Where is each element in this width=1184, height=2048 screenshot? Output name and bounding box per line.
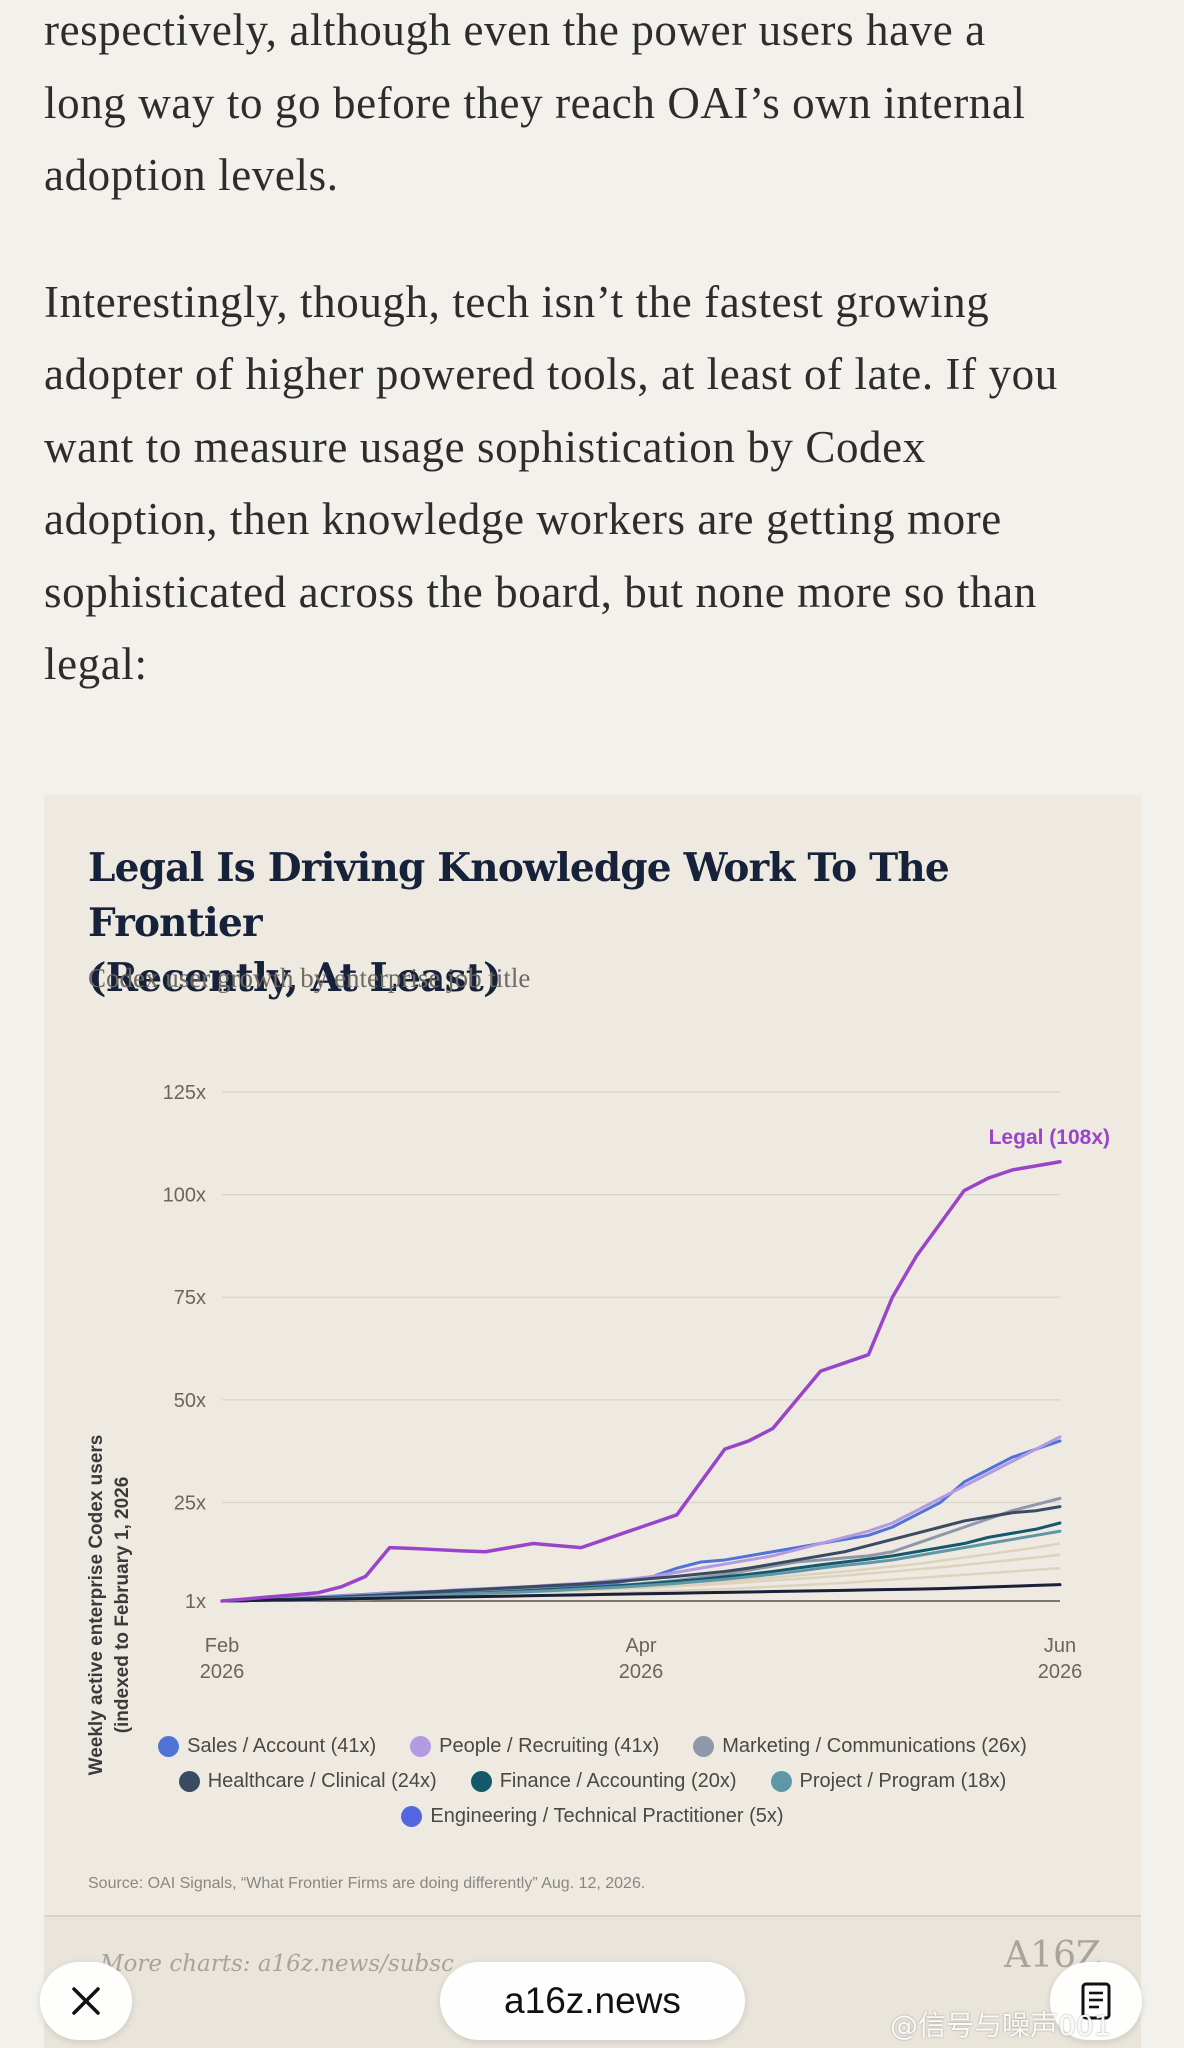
legend-swatch [401,1806,423,1827]
text-line: sophisticated across the board, but none… [44,566,1037,617]
legend-item: Marketing / Communications (26x) [693,1735,1027,1758]
series-line [220,1583,1062,1603]
close-button[interactable] [40,1962,132,2040]
y-tick-label: 25x [174,1492,206,1514]
more-charts-link[interactable]: More charts: a16z.news/subsc [100,1951,454,1977]
paragraph-1: respectively, although even the power us… [44,0,1144,212]
chart-legend: Sales / Account (41x) People / Recruiting… [44,1729,1141,1834]
legend-label: Finance / Accounting (20x) [499,1770,737,1792]
legend-item: Engineering / Technical Practitioner (5x… [401,1805,784,1828]
legend-label: Healthcare / Clinical (24x) [207,1770,437,1792]
y-tick-label: 50x [174,1390,206,1412]
y-tick-label: 1x [185,1591,206,1613]
legend-label: People / Recruiting (41x) [439,1735,660,1757]
text-line: adopter of higher powered tools, at leas… [44,349,1058,399]
chart-subtitle: Codex user growth by enterprise job titl… [88,963,531,993]
chart-title-line-1: Legal Is Driving Knowledge Work To The F… [88,845,950,946]
x-tick-label: 2026 [200,1661,245,1683]
legend-swatch [410,1736,432,1757]
reader-mode-button[interactable] [1050,1962,1142,2040]
legend-swatch [470,1771,492,1792]
chart-title: Legal Is Driving Knowledge Work To The F… [88,841,1088,1006]
browser-bottom-bar: a16z.news [0,1950,1184,2048]
y-tick-label: 125x [163,1082,206,1104]
url-pill[interactable]: a16z.news [440,1962,745,2040]
text-line: adoption, then knowledge workers are get… [44,494,1002,544]
text-line: Interestingly, though, tech isn’t the fa… [44,276,990,327]
text-line: want to measure usage sophistication by … [44,421,926,472]
legend-label: Sales / Account (41x) [187,1735,377,1757]
legend-swatch [693,1736,715,1757]
legend-swatch [770,1771,792,1792]
legend-item: Finance / Accounting (20x) [470,1770,737,1793]
legend-label: Marketing / Communications (26x) [722,1735,1027,1757]
text-line: long way to go before they reach OAI’s o… [44,77,1026,128]
article-body: respectively, although even the power us… [44,0,1144,701]
x-tick-label: Jun [1044,1635,1076,1657]
legend-row: Sales / Account (41x) People / Recruiting… [44,1729,1141,1764]
series-line [220,1160,1062,1603]
x-tick-label: 2026 [619,1661,664,1683]
legend-swatch [158,1736,180,1757]
legend-row: Engineering / Technical Practitioner (5x… [44,1799,1141,1834]
x-tick-label: Feb [205,1635,239,1657]
legend-item: People / Recruiting (41x) [410,1735,659,1758]
line-chart: 1x 25x 50x 75x 100x 125x Feb 2026 Apr 2026 Jun 2026… [163,1082,1110,1683]
chart-title-line-2: (Recently, At Least) [88,955,501,1001]
legend-item: Healthcare / Clinical (24x) [178,1770,437,1793]
legend-label: Engineering / Technical Practitioner (5x… [430,1805,784,1827]
weibo-watermark: @信号与噪声001 [890,2009,1112,2042]
chart-card: Legal Is Driving Knowledge Work To The F… [44,795,1141,1915]
text-line: respectively, although even the power us… [44,5,986,55]
paragraph-2: Interestingly, though, tech isn’t the fa… [44,266,1144,701]
legend-row: Healthcare / Clinical (24x) Finance / Acc… [44,1764,1141,1799]
x-tick-label: 2026 [1038,1661,1083,1683]
x-tick-label: Apr [625,1635,656,1657]
chart-source: Source: OAI Signals, “What Frontier Firm… [88,1875,646,1892]
legend-swatch [178,1771,200,1792]
legend-item: Sales / Account (41x) [158,1735,376,1758]
y-tick-label: 100x [163,1185,206,1207]
reader-icon [1081,1982,1111,2020]
text-line: adoption levels. [44,150,339,200]
close-icon [72,1987,100,2015]
legal-annotation: Legal (108x) [989,1126,1110,1149]
legend-label: Project / Program (18x) [799,1770,1007,1792]
text-line: legal: [44,639,148,689]
series-line [220,1529,1062,1603]
y-tick-label: 75x [174,1287,206,1309]
legend-item: Project / Program (18x) [770,1770,1007,1793]
